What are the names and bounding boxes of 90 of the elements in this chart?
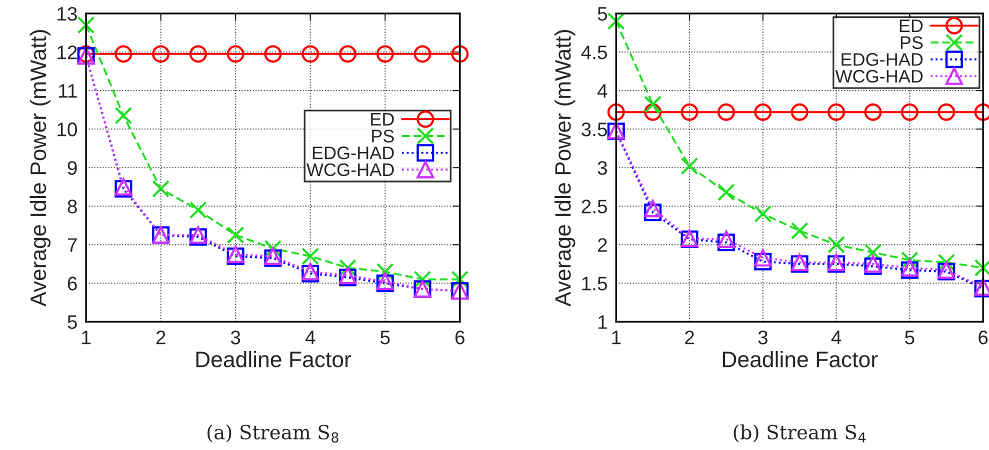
point (338, 259, 356, 277)
x-tick-label: 6 (455, 330, 464, 344)
y-tick-label: 13 (58, 6, 77, 21)
point (828, 236, 846, 254)
x-tick-label: 4 (305, 330, 316, 344)
point (717, 230, 735, 248)
x-tick-label: 5 (380, 330, 390, 344)
point (414, 270, 432, 288)
point (900, 103, 918, 121)
y-tick-label: 8 (68, 200, 77, 214)
point (864, 103, 882, 121)
point (226, 226, 244, 244)
point (644, 96, 662, 114)
point (754, 252, 772, 270)
y-tick-label: 10 (58, 122, 77, 136)
y-tick-label: 2 (598, 238, 607, 252)
legend-label: ED (371, 113, 394, 126)
point (828, 103, 846, 121)
point (644, 103, 662, 121)
point (717, 103, 735, 121)
x-tick-label: 3 (230, 330, 240, 344)
point (114, 106, 132, 124)
y-tick-label: 2.5 (582, 200, 607, 214)
point (680, 103, 698, 121)
point (414, 45, 432, 63)
x-axis-title: Deadline Factor (723, 350, 878, 368)
point (189, 45, 207, 63)
text: (b) Stream S$_{4}$ (734, 424, 866, 442)
point (152, 45, 170, 63)
point (864, 244, 882, 262)
point (152, 180, 170, 198)
point (754, 103, 772, 121)
point (226, 45, 244, 63)
y-tick-label: 1 (598, 315, 607, 329)
y-tick-label: 5 (68, 315, 77, 329)
point (607, 103, 625, 121)
point (790, 103, 808, 121)
x-tick-label: 2 (156, 330, 166, 344)
y-axis-title: Average Idle Power (mWatt) (30, 30, 51, 307)
point (644, 200, 662, 218)
legend-label: PS (372, 130, 394, 142)
point (607, 12, 625, 30)
legend-label: WCG-HAD (306, 163, 394, 176)
point (717, 184, 735, 202)
y-tick-label: 1.5 (582, 276, 607, 290)
x-tick-label: 5 (905, 330, 914, 344)
point (754, 205, 772, 223)
point (754, 249, 772, 267)
point (717, 234, 735, 252)
point (189, 201, 207, 219)
legend-label: EDG-HAD (842, 53, 923, 66)
point (77, 16, 95, 34)
point (644, 204, 662, 222)
point (338, 45, 356, 63)
point (451, 45, 469, 63)
legend-label: PS (900, 36, 923, 50)
x-tick-label: 4 (831, 330, 842, 344)
x-tick-label: 1 (612, 330, 621, 344)
text: (a) Stream S$_{8}$ (208, 424, 338, 443)
legend-label: ED (900, 20, 923, 32)
y-tick-label: 3.5 (582, 122, 607, 136)
point (264, 45, 282, 63)
y-tick-label: 5 (598, 7, 607, 21)
point (790, 222, 808, 240)
x-tick-label: 2 (685, 330, 694, 344)
y-axis-title: Average Idle Power (mWatt) (554, 30, 576, 307)
point (302, 248, 320, 265)
point (680, 157, 698, 175)
y-tick-label: 12 (58, 46, 77, 60)
y-tick-label: 4 (597, 84, 608, 98)
x-tick-label: 6 (978, 330, 988, 344)
point (376, 45, 394, 63)
legend-label: WCG-HAD (835, 70, 923, 83)
x-axis-title: Deadline Factor (196, 350, 352, 368)
y-tick-label: 11 (59, 84, 77, 98)
y-tick-label: 7 (68, 238, 77, 252)
y-tick-label: 4.5 (581, 46, 607, 60)
legend-label: EDG-HAD (312, 146, 394, 160)
point (938, 254, 956, 272)
y-tick-label: 3 (598, 161, 607, 175)
point (451, 270, 469, 288)
point (302, 45, 320, 63)
point (938, 103, 956, 121)
point (114, 45, 132, 63)
x-tick-label: 1 (82, 330, 90, 344)
point (900, 251, 918, 269)
point (264, 240, 282, 258)
y-tick-label: 9 (68, 161, 77, 175)
x-tick-label: 3 (758, 330, 768, 344)
y-tick-label: 6 (68, 276, 77, 290)
